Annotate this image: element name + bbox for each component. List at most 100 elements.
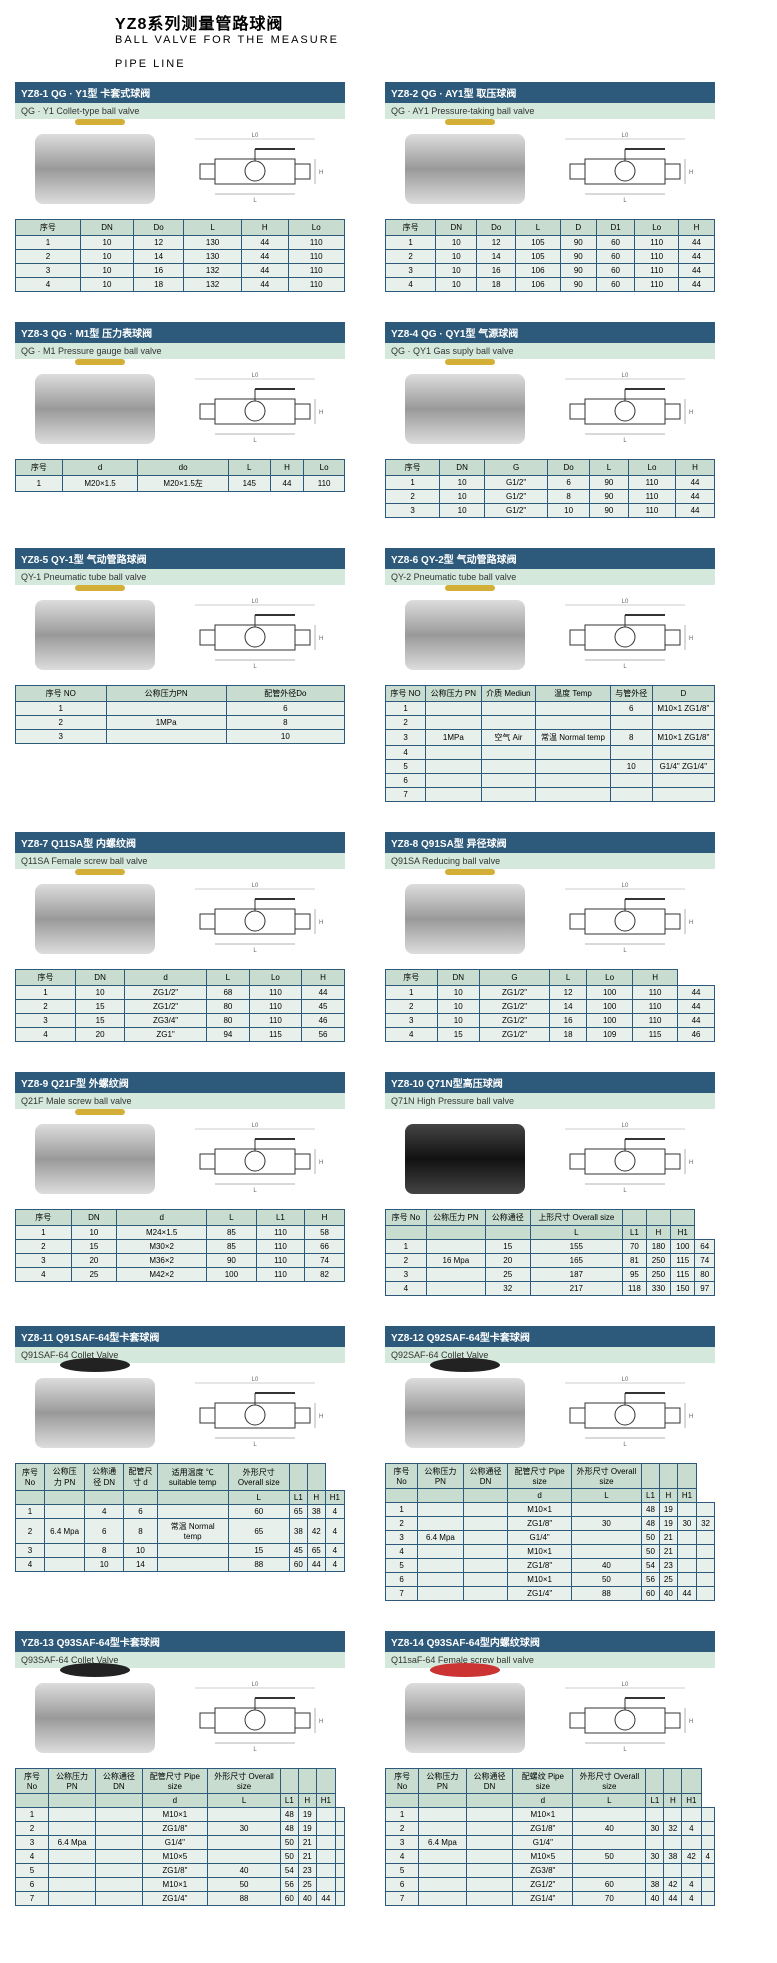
table-cell: 45 xyxy=(302,1000,345,1014)
table-cell: 217 xyxy=(530,1282,623,1296)
table-cell xyxy=(426,702,482,716)
table-row: 1466065384 xyxy=(16,1505,345,1519)
table-row: 1M10×14819 xyxy=(386,1503,715,1517)
spec-table: 序号 NO公称压力 PN介质 Mediun温度 Temp与管外径D16M10×1… xyxy=(385,685,715,802)
table-cell: 4 xyxy=(682,1892,701,1906)
col-subheader xyxy=(96,1794,142,1808)
svg-text:L: L xyxy=(623,1442,627,1448)
col-header: 配螺纹 Pipe size xyxy=(513,1769,573,1794)
table-cell: 常温 Normal temp xyxy=(536,730,611,746)
col-subheader xyxy=(485,1226,530,1240)
product-header: YZ8-4 QG · QY1型 气源球阀 xyxy=(385,322,715,343)
col-header: DN xyxy=(436,220,477,236)
table-cell: M10×1 xyxy=(508,1545,571,1559)
col-header: 序号 xyxy=(386,460,440,476)
table-cell: 80 xyxy=(695,1268,715,1282)
table-cell: ZG1/2" xyxy=(479,1028,549,1042)
col-header: 公称通径 DN xyxy=(463,1464,508,1489)
table-cell: 8 xyxy=(85,1544,124,1558)
table-cell: 7 xyxy=(386,788,426,802)
table-cell: 30 xyxy=(646,1850,664,1864)
table-cell: 19 xyxy=(659,1517,677,1531)
table-row: 36.4 MpaG1/4" xyxy=(386,1836,715,1850)
table-cell: 88 xyxy=(208,1892,281,1906)
table-cell: 2 xyxy=(16,1822,49,1836)
table-row: 11012105906011044 xyxy=(386,236,715,250)
svg-text:L0: L0 xyxy=(622,1123,629,1129)
table-cell: 4 xyxy=(386,1850,419,1864)
table-cell: 90 xyxy=(560,236,596,250)
table-cell: 50 xyxy=(573,1850,646,1864)
table-cell: 2 xyxy=(386,1000,438,1014)
table-row: 6ZG1/2"6038424 xyxy=(386,1878,715,1892)
table-cell xyxy=(682,1836,701,1850)
table-row: 1M10×1 xyxy=(386,1808,715,1822)
table-cell xyxy=(571,1531,641,1545)
product-image-row: L0 L H xyxy=(15,1363,345,1463)
table-cell: 4 xyxy=(325,1505,344,1519)
table-cell: 45 xyxy=(289,1544,307,1558)
table-cell: 109 xyxy=(587,1028,633,1042)
table-cell: 3 xyxy=(386,1836,419,1850)
table-cell xyxy=(536,702,611,716)
table-cell: ZG3/8" xyxy=(513,1864,573,1878)
table-row: 3101613244110 xyxy=(16,264,345,278)
table-cell: 110 xyxy=(635,264,679,278)
table-cell: 48 xyxy=(642,1517,660,1531)
table-cell: 8 xyxy=(610,730,652,746)
table-cell: 44 xyxy=(678,1000,715,1014)
table-cell: 46 xyxy=(302,1014,345,1028)
table-cell xyxy=(677,1531,696,1545)
table-cell: 32 xyxy=(485,1282,530,1296)
table-row: 16 xyxy=(16,702,345,716)
spec-table: 序号DNGDoLLoH110G1/2"69011044210G1/2"89011… xyxy=(385,459,715,518)
table-row: 36.4 MpaG1/4"5021 xyxy=(386,1531,715,1545)
col-header: G xyxy=(484,460,547,476)
table-cell xyxy=(316,1836,335,1850)
table-row: 216 Mpa201658125011574 xyxy=(386,1254,715,1268)
col-header: d xyxy=(117,1210,207,1226)
table-cell: 48 xyxy=(280,1808,298,1822)
col-header xyxy=(646,1210,670,1226)
table-cell: 6.4 Mpa xyxy=(49,1836,96,1850)
table-cell xyxy=(463,1517,508,1531)
table-cell: 46 xyxy=(678,1028,715,1042)
table-cell xyxy=(96,1864,142,1878)
col-header: 适用温度 ℃ suitable temp xyxy=(157,1464,228,1491)
table-cell: ZG1/4" xyxy=(508,1587,571,1601)
table-cell xyxy=(96,1836,142,1850)
product-card: YZ8-11 Q91SAF-64型卡套球阀Q91SAF-64 Collet Va… xyxy=(15,1326,345,1601)
table-cell: 150 xyxy=(671,1282,695,1296)
table-cell xyxy=(652,746,714,760)
table-cell: 40 xyxy=(573,1822,646,1836)
table-cell: 44 xyxy=(676,504,715,518)
col-header: 序号 NO xyxy=(16,686,107,702)
table-cell xyxy=(536,716,611,730)
table-cell xyxy=(157,1558,228,1572)
col-header xyxy=(677,1464,696,1489)
table-cell: 106 xyxy=(515,278,560,292)
table-cell xyxy=(536,760,611,774)
col-header xyxy=(642,1464,660,1489)
col-header: 介质 Mediun xyxy=(481,686,536,702)
table-cell: ZG1/2" xyxy=(479,1014,549,1028)
col-header: DN xyxy=(437,970,479,986)
table-cell xyxy=(573,1836,646,1850)
table-cell: 90 xyxy=(589,476,628,490)
col-subheader: L xyxy=(208,1794,281,1808)
table-cell: 10 xyxy=(437,1014,479,1028)
table-cell xyxy=(610,716,652,730)
table-cell: 21 xyxy=(298,1836,316,1850)
table-cell: 10 xyxy=(610,760,652,774)
table-cell xyxy=(463,1559,508,1573)
spec-table: 序号 No公称压力 PN公称通径 DN配螺纹 Pipe size外形尺寸 Ove… xyxy=(385,1768,715,1906)
table-cell: 60 xyxy=(228,1505,289,1519)
table-cell xyxy=(157,1544,228,1558)
table-cell: 1 xyxy=(16,702,107,716)
table-cell xyxy=(419,1822,466,1836)
col-header: H xyxy=(679,220,715,236)
technical-diagram: L0 L H xyxy=(555,1373,695,1453)
col-subheader xyxy=(44,1491,84,1505)
product-card: YZ8-4 QG · QY1型 气源球阀QG · QY1 Gas suply b… xyxy=(385,322,715,518)
technical-diagram: L0 L H xyxy=(185,879,325,959)
